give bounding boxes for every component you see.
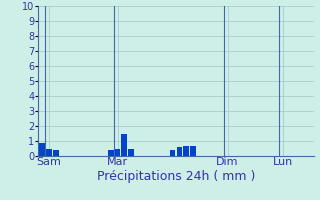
Bar: [39, 142, 45, 156]
Bar: [122, 134, 127, 156]
Bar: [46, 148, 52, 156]
Bar: [115, 148, 120, 156]
Bar: [53, 150, 59, 156]
X-axis label: Précipitations 24h ( mm ): Précipitations 24h ( mm ): [97, 170, 255, 183]
Bar: [128, 148, 134, 156]
Bar: [108, 150, 114, 156]
Bar: [183, 146, 189, 156]
Bar: [177, 147, 182, 156]
Bar: [190, 146, 196, 156]
Bar: [170, 150, 175, 156]
